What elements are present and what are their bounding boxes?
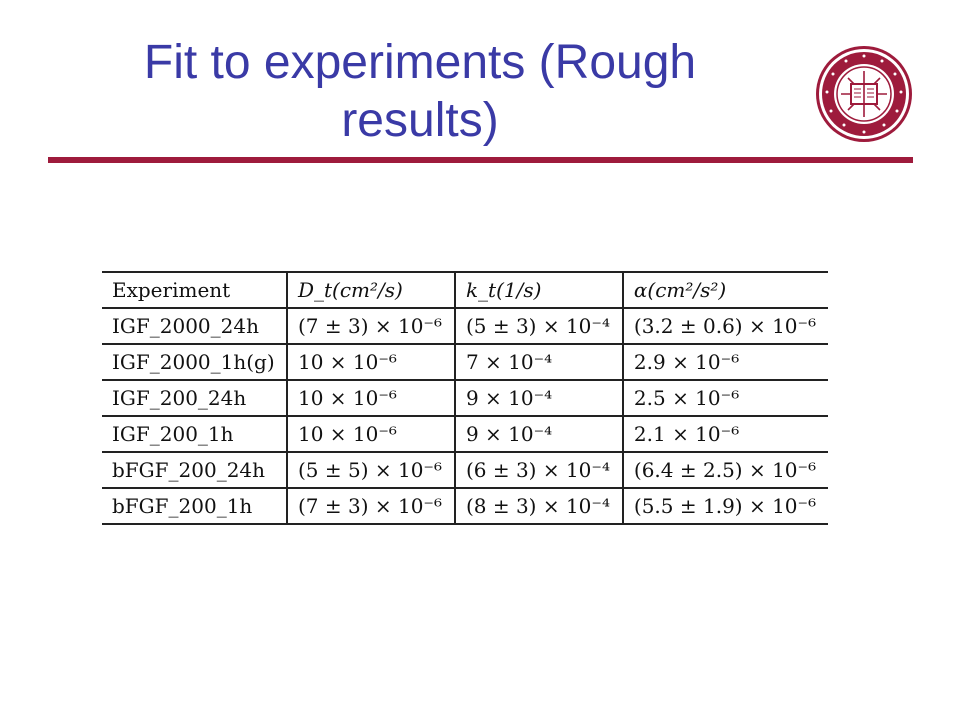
cell-experiment: bFGF_200_24h: [102, 451, 287, 489]
table-header-row: Experiment D_t(cm²/s) k_t(1/s) α(cm²/s²): [102, 271, 828, 309]
cell-experiment: bFGF_200_1h: [102, 487, 287, 525]
table-row: bFGF_200_24h (5 ± 5) × 10⁻⁶ (6 ± 3) × 10…: [102, 451, 828, 489]
cell-kt: (5 ± 3) × 10⁻⁴: [453, 307, 623, 345]
header-kt: k_t(1/s): [453, 271, 623, 309]
cell-dt: (7 ± 3) × 10⁻⁶: [285, 307, 455, 345]
cell-alpha: (3.2 ± 0.6) × 10⁻⁶: [621, 307, 828, 345]
header-experiment: Experiment: [102, 271, 287, 309]
cell-dt: 10 × 10⁻⁶: [285, 415, 455, 453]
university-seal-logo: [816, 46, 912, 142]
cell-alpha: (5.5 ± 1.9) × 10⁻⁶: [621, 487, 828, 525]
table-row: IGF_200_1h 10 × 10⁻⁶ 9 × 10⁻⁴ 2.1 × 10⁻⁶: [102, 415, 828, 453]
cell-dt: (5 ± 5) × 10⁻⁶: [285, 451, 455, 489]
cell-kt: (6 ± 3) × 10⁻⁴: [453, 451, 623, 489]
cell-experiment: IGF_2000_24h: [102, 307, 287, 345]
cell-alpha: (6.4 ± 2.5) × 10⁻⁶: [621, 451, 828, 489]
cell-experiment: IGF_2000_1h(g): [102, 343, 287, 381]
header-dt: D_t(cm²/s): [285, 271, 455, 309]
cell-alpha: 2.1 × 10⁻⁶: [621, 415, 828, 453]
cell-experiment: IGF_200_1h: [102, 415, 287, 453]
cell-kt: 9 × 10⁻⁴: [453, 379, 623, 417]
cell-dt: 10 × 10⁻⁶: [285, 343, 455, 381]
slide-title: Fit to experiments (Rough results): [143, 36, 697, 147]
cell-kt: (8 ± 3) × 10⁻⁴: [453, 487, 623, 525]
table-row: IGF_200_24h 10 × 10⁻⁶ 9 × 10⁻⁴ 2.5 × 10⁻…: [102, 379, 828, 417]
cell-experiment: IGF_200_24h: [102, 379, 287, 417]
fit-results-table: Experiment D_t(cm²/s) k_t(1/s) α(cm²/s²)…: [102, 271, 828, 525]
cell-alpha: 2.5 × 10⁻⁶: [621, 379, 828, 417]
cell-alpha: 2.9 × 10⁻⁶: [621, 343, 828, 381]
header-alpha: α(cm²/s²): [621, 271, 828, 309]
cell-dt: (7 ± 3) × 10⁻⁶: [285, 487, 455, 525]
cell-kt: 7 × 10⁻⁴: [453, 343, 623, 381]
table-row: IGF_2000_24h (7 ± 3) × 10⁻⁶ (5 ± 3) × 10…: [102, 307, 828, 345]
table-row: bFGF_200_1h (7 ± 3) × 10⁻⁶ (8 ± 3) × 10⁻…: [102, 487, 828, 525]
cell-dt: 10 × 10⁻⁶: [285, 379, 455, 417]
cell-kt: 9 × 10⁻⁴: [453, 415, 623, 453]
table-row: IGF_2000_1h(g) 10 × 10⁻⁶ 7 × 10⁻⁴ 2.9 × …: [102, 343, 828, 381]
title-divider: [48, 157, 913, 163]
